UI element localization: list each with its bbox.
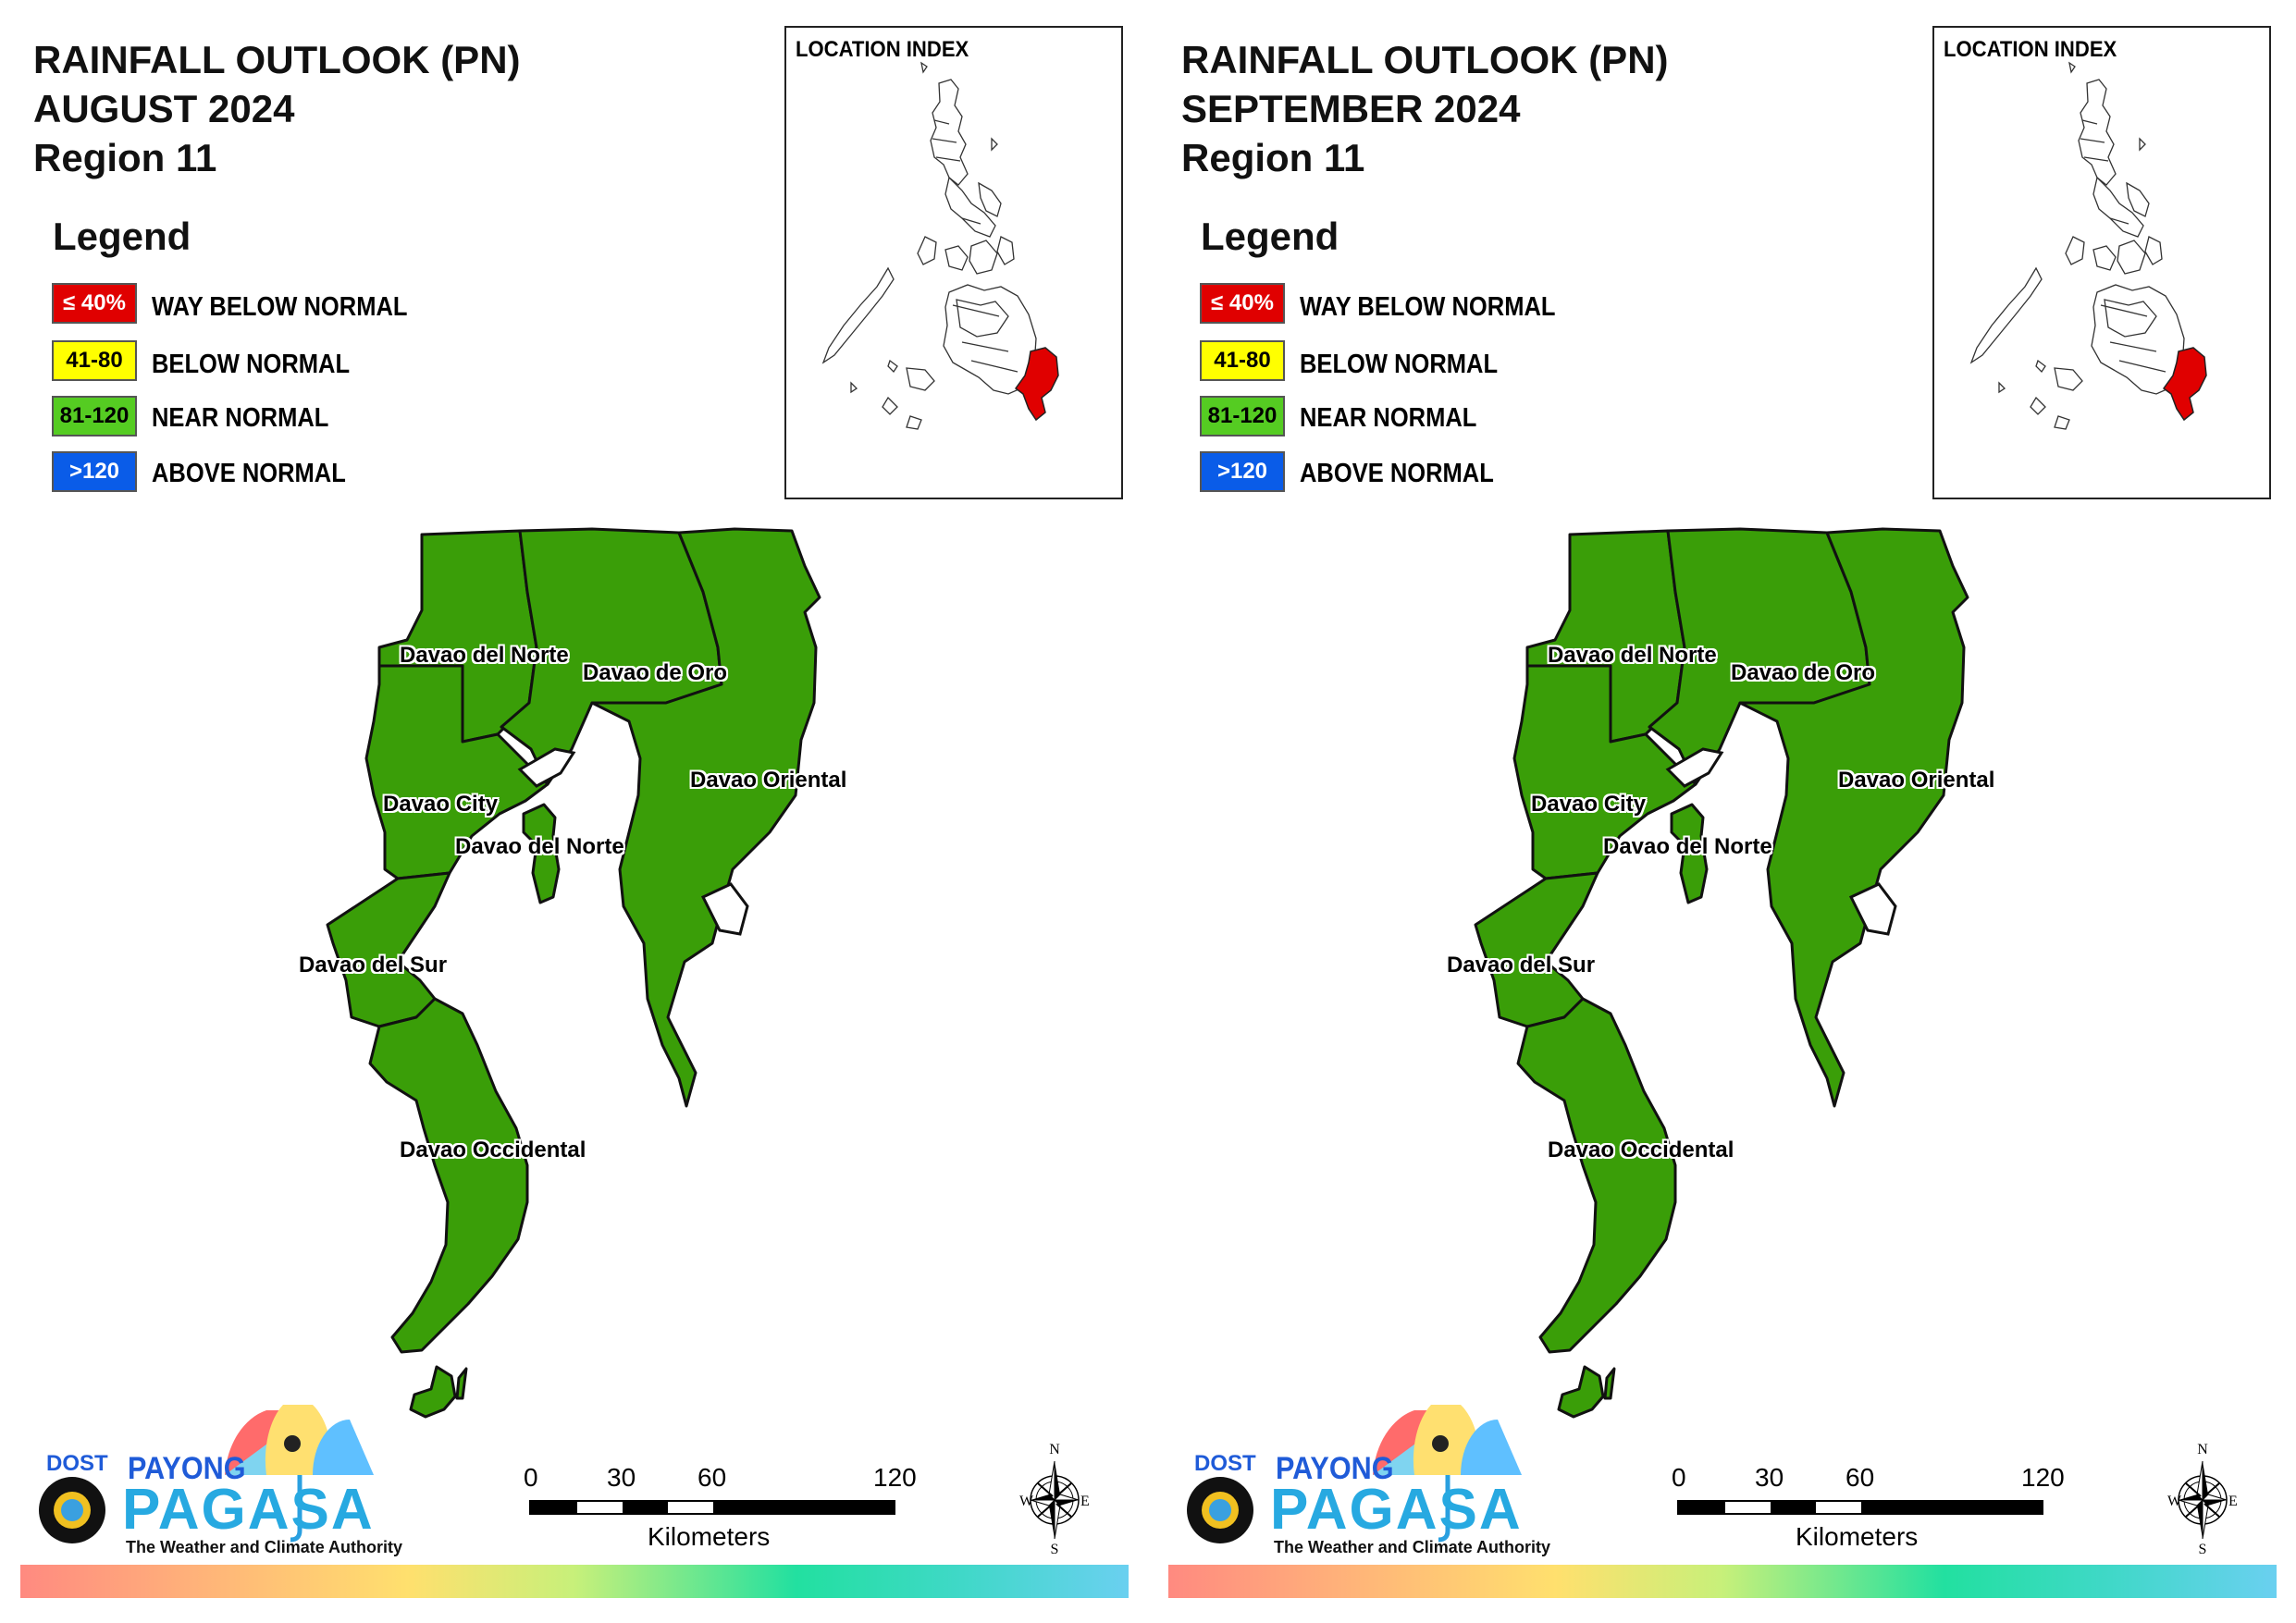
legend-label: NEAR NORMAL xyxy=(1300,403,1477,433)
legend-label: BELOW NORMAL xyxy=(152,350,351,379)
label-davao-occidental: Davao Occidental xyxy=(1548,1137,1734,1162)
payong-text: PAYONG xyxy=(1276,1451,1394,1486)
svg-text:N: N xyxy=(1049,1442,1060,1457)
label-davao-city: Davao City xyxy=(1531,792,1647,817)
tagline-text: The Weather and Climate Authority xyxy=(1274,1538,1551,1556)
map-panel-september: RAINFALL OUTLOOK (PN) SEPTEMBER 2024 Reg… xyxy=(1148,0,2296,1623)
map-title: RAINFALL OUTLOOK (PN) AUGUST 2024 Region… xyxy=(33,35,521,182)
island-balut xyxy=(409,1365,457,1419)
legend-title: Legend xyxy=(53,215,191,258)
svg-text:E: E xyxy=(1080,1494,1090,1509)
legend-label: WAY BELOW NORMAL xyxy=(1300,292,1556,322)
scale-tick: 120 xyxy=(873,1463,917,1492)
legend-swatch: ≤ 40% xyxy=(1200,283,1285,324)
scale-unit: Kilometers xyxy=(1796,1522,1919,1551)
label-davao-del-norte: Davao del Norte xyxy=(1548,643,1717,668)
inset-title: LOCATION INDEX xyxy=(796,37,969,62)
scale-segments xyxy=(1677,1500,2043,1515)
scale-bar: 0 30 60 120 Kilometers xyxy=(524,1463,917,1551)
svg-text:S: S xyxy=(2199,1542,2207,1555)
location-index-inset: LOCATION INDEX xyxy=(784,26,1123,499)
philippines-outline-map xyxy=(1969,61,2207,430)
province-davao-occidental xyxy=(1516,997,1677,1354)
label-davao-de-oro: Davao de Oro xyxy=(583,660,728,685)
label-davao-del-norte-island: Davao del Norte xyxy=(455,834,624,859)
title-line-2: SEPTEMBER 2024 xyxy=(1181,87,1521,130)
svg-text:N: N xyxy=(2197,1442,2208,1457)
dost-text: DOST xyxy=(1194,1451,1256,1476)
umbrella-icon xyxy=(1187,1405,1522,1543)
map-panel-august: RAINFALL OUTLOOK (PN) AUGUST 2024 Region… xyxy=(20,26,1129,1598)
legend-swatch: 41-80 xyxy=(1200,340,1285,381)
title-line-3: Region 11 xyxy=(33,136,217,179)
color-gradient-bar xyxy=(20,1565,1129,1598)
svg-text:S: S xyxy=(1051,1542,1059,1555)
island-balut xyxy=(1557,1365,1605,1419)
legend-swatch: >120 xyxy=(52,451,137,492)
label-davao-de-oro: Davao de Oro xyxy=(1731,660,1876,685)
pagasa-text: PAGASA xyxy=(1270,1478,1523,1542)
inset-title: LOCATION INDEX xyxy=(1944,37,2117,62)
scale-tick: 60 xyxy=(1845,1463,1875,1492)
philippines-outline-map xyxy=(821,61,1059,430)
legend-title: Legend xyxy=(1201,215,1339,258)
svg-text:E: E xyxy=(2228,1494,2238,1509)
region-11-highlight xyxy=(1014,347,1059,422)
title-line-1: RAINFALL OUTLOOK (PN) xyxy=(1181,38,1669,81)
region-11-map xyxy=(326,527,821,1419)
label-davao-city: Davao City xyxy=(383,792,499,817)
pagasa-logo: DOST PAYONG PAGASA The Weather and Clima… xyxy=(35,1392,402,1558)
title-line-3: Region 11 xyxy=(1181,136,1365,179)
legend-swatch: >120 xyxy=(1200,451,1285,492)
compass-rose-icon: N W E S xyxy=(1016,1441,1093,1557)
dost-text: DOST xyxy=(46,1451,108,1476)
label-davao-del-sur: Davao del Sur xyxy=(299,953,448,977)
title-line-2: AUGUST 2024 xyxy=(33,87,295,130)
label-davao-del-sur: Davao del Sur xyxy=(1447,953,1596,977)
label-davao-oriental: Davao Oriental xyxy=(1838,768,1995,793)
pagasa-logo: DOST PAYONG PAGASA The Weather and Clima… xyxy=(1183,1392,1550,1558)
scale-tick: 30 xyxy=(607,1463,636,1492)
scale-tick: 0 xyxy=(524,1463,538,1492)
legend-label: ABOVE NORMAL xyxy=(1300,459,1494,488)
umbrella-icon xyxy=(39,1405,374,1543)
label-davao-del-norte: Davao del Norte xyxy=(400,643,569,668)
pagasa-text: PAGASA xyxy=(122,1478,375,1542)
tagline-text: The Weather and Climate Authority xyxy=(126,1538,403,1556)
island-samal xyxy=(522,803,561,904)
legend-swatch: 81-120 xyxy=(1200,396,1285,436)
scale-segments xyxy=(529,1500,895,1515)
color-gradient-bar xyxy=(1168,1565,2277,1598)
scale-tick: 0 xyxy=(1672,1463,1686,1492)
scale-bar: 0 30 60 120 Kilometers xyxy=(1672,1463,2065,1551)
label-davao-del-norte-island: Davao del Norte xyxy=(1603,834,1772,859)
legend-label: WAY BELOW NORMAL xyxy=(152,292,408,322)
label-davao-occidental: Davao Occidental xyxy=(400,1137,586,1162)
scale-tick: 60 xyxy=(697,1463,727,1492)
legend-label: ABOVE NORMAL xyxy=(152,459,346,488)
province-davao-oriental xyxy=(1738,527,1969,1108)
scale-tick: 120 xyxy=(2021,1463,2065,1492)
legend-label: NEAR NORMAL xyxy=(152,403,329,433)
scale-tick: 30 xyxy=(1755,1463,1784,1492)
map-title: RAINFALL OUTLOOK (PN) SEPTEMBER 2024 Reg… xyxy=(1181,35,1669,182)
legend-swatch: 81-120 xyxy=(52,396,137,436)
location-index-inset: LOCATION INDEX xyxy=(1932,26,2271,499)
compass-rose-icon: N W E S xyxy=(2164,1441,2241,1557)
scale-unit: Kilometers xyxy=(648,1522,771,1551)
label-davao-oriental: Davao Oriental xyxy=(690,768,847,793)
payong-text: PAYONG xyxy=(128,1451,246,1486)
legend-swatch: 41-80 xyxy=(52,340,137,381)
region-11-highlight xyxy=(2162,347,2207,422)
province-davao-oriental xyxy=(590,527,821,1108)
region-11-map xyxy=(1474,527,1969,1419)
legend-swatch: ≤ 40% xyxy=(52,283,137,324)
title-line-1: RAINFALL OUTLOOK (PN) xyxy=(33,38,521,81)
province-davao-occidental xyxy=(368,997,529,1354)
island-samal xyxy=(1670,803,1709,904)
legend-label: BELOW NORMAL xyxy=(1300,350,1499,379)
